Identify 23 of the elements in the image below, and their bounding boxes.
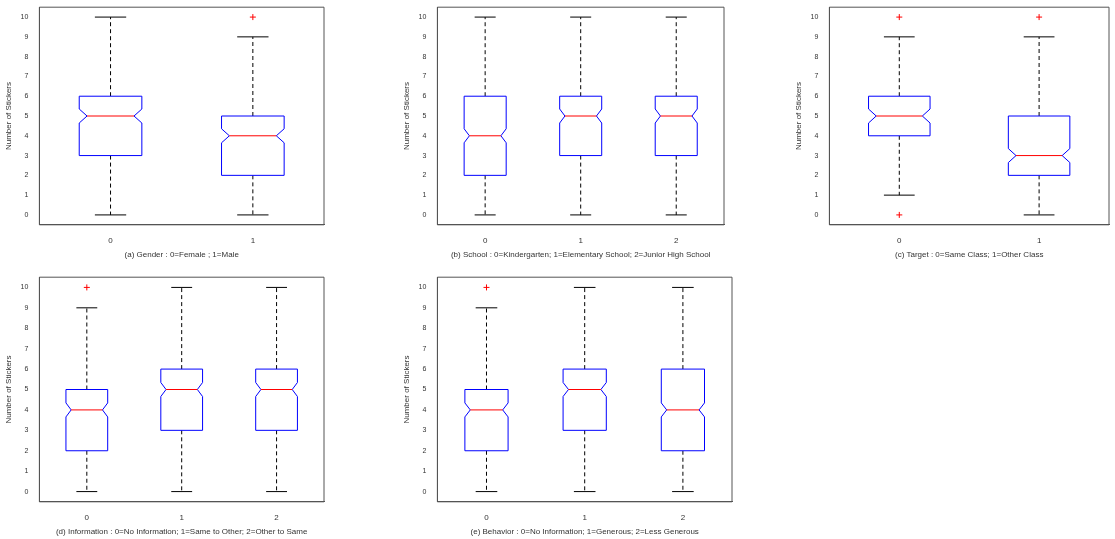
x-tick-label: 1 [250, 235, 256, 245]
x-tick-label: 0 [108, 235, 114, 245]
x-tick-label: 0 [84, 512, 90, 522]
x-tick-label: 1 [582, 512, 588, 522]
y-axis-title: Number of Stickers [4, 355, 13, 424]
y-axis-title: Number of Stickers [402, 81, 411, 151]
y-axis-title: Number of Stickers [794, 81, 803, 151]
x-tick-label: 2 [274, 512, 280, 522]
x-axis-title: (d) Information : 0=No Information; 1=Same to Other; 2=Other to Same [55, 527, 308, 537]
x-tick-label: 0 [482, 235, 488, 245]
x-tick-label: 0 [897, 235, 903, 245]
x-tick-label: 1 [179, 512, 185, 522]
x-axis-title: (e) Behavior : 0=No Information; 1=Generous; 2=Less Generous [470, 527, 699, 537]
y-axis-title: Number of Stickers [4, 81, 13, 151]
x-axis-title: (b) School : 0=Kindergarten; 1=Elementary School; 2=Junior High School [450, 250, 711, 260]
x-axis-title: (a) Gender : 0=Female ; 1=Male [124, 250, 240, 260]
x-tick-label: 2 [674, 235, 679, 245]
x-tick-label: 2 [680, 512, 686, 522]
y-axis-title: Number of Stickers [402, 355, 411, 424]
x-axis-title: (c) Target : 0=Same Class; 1=Other Class [895, 250, 1044, 260]
x-tick-label: 1 [1036, 235, 1042, 245]
x-tick-label: 1 [578, 235, 584, 245]
x-tick-label: 0 [484, 512, 490, 522]
